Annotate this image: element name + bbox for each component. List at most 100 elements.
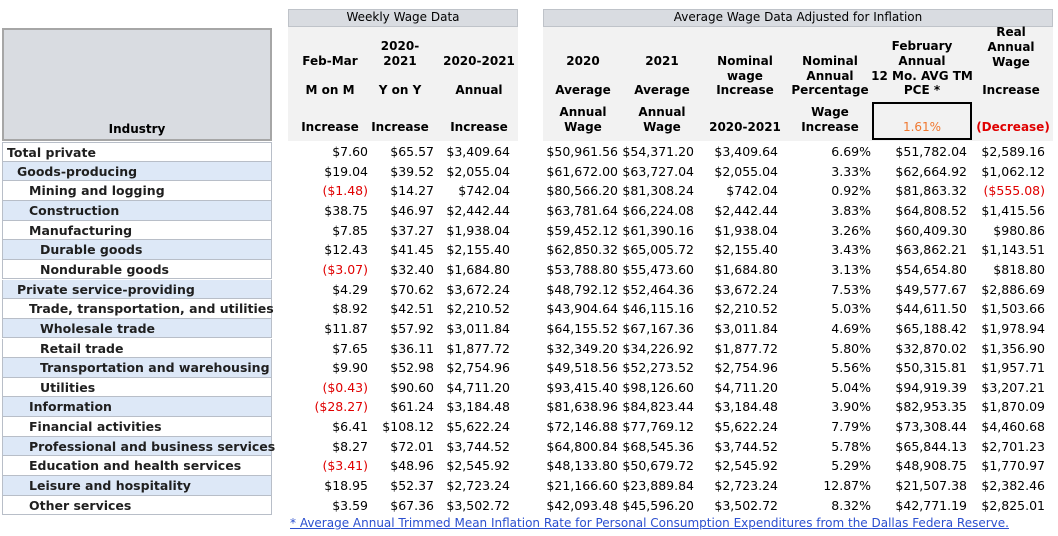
col-header-c3-line: Increase <box>450 120 508 134</box>
cell-c2: $70.62 <box>390 281 434 297</box>
decrease-label: (Decrease) <box>976 120 1050 134</box>
cell-c3: $2,210.52 <box>446 301 510 317</box>
cell-c2: $36.11 <box>390 340 434 356</box>
cell-c1: $6.41 <box>332 419 368 435</box>
cell-c4: $93,415.40 <box>546 379 618 395</box>
col-header-c8-line: PCE * <box>903 83 941 97</box>
cell-c5: $67,167.36 <box>622 320 694 336</box>
cell-c6: $2,155.40 <box>714 242 778 258</box>
cell-c9: $1,978.94 <box>981 320 1045 336</box>
cell-c7: 8.32% <box>831 497 871 513</box>
cell-c3: $1,684.80 <box>446 261 510 277</box>
col-header-c7-line: Annual <box>806 69 854 83</box>
cell-c4: $48,792.12 <box>546 281 618 297</box>
cell-c1: $7.60 <box>332 144 368 159</box>
cell-c6: $3,502.72 <box>714 497 778 513</box>
col-header-c8-line: February <box>891 39 953 53</box>
table-row: Retail trade $7.65 $36.11 $1,877.72 $32,349.… <box>0 338 1058 359</box>
col-header-c6-line: wage <box>727 69 763 83</box>
col-header-c1-line: M on M <box>305 83 355 97</box>
cell-c1: $8.92 <box>332 301 368 317</box>
cell-c8: $51,782.04 <box>895 144 967 159</box>
cell-c2: $67.36 <box>390 497 434 513</box>
cell-c5: $66,224.08 <box>622 202 694 218</box>
col-header-c5-line: 2021 <box>645 54 679 68</box>
industry-label: Private service-providing <box>2 279 272 300</box>
cell-c6: $1,938.04 <box>714 222 778 238</box>
cell-c1: $7.85 <box>332 222 368 238</box>
col-header-c8-line: 12 Mo. AVG TM <box>871 69 973 83</box>
cell-c9: $1,957.71 <box>981 360 1045 376</box>
pce-rate-box <box>872 102 972 140</box>
cell-c9: $1,143.51 <box>981 242 1045 258</box>
cell-c9: $2,382.46 <box>981 478 1045 494</box>
cell-c3: $3,502.72 <box>446 497 510 513</box>
cell-c2: $72.01 <box>390 438 434 454</box>
cell-c8: $65,844.13 <box>895 438 967 454</box>
cell-c7: 5.29% <box>831 458 871 474</box>
cell-c7: 0.92% <box>831 183 871 199</box>
cell-c8: $42,771.19 <box>895 497 967 513</box>
cell-c7: 3.26% <box>831 222 871 238</box>
cell-c3: $3,672.24 <box>446 281 510 297</box>
col-header-c2-line: Increase <box>371 120 429 134</box>
cell-c6: $2,055.04 <box>714 163 778 179</box>
cell-c7: 5.04% <box>831 379 871 395</box>
table-row: Mining and logging ($1.48) $14.27 $742.04 $8… <box>0 181 1058 201</box>
cell-c3: $4,711.20 <box>446 379 510 395</box>
industry-label: Transportation and warehousing <box>2 358 272 378</box>
cell-c3: $742.04 <box>458 183 510 199</box>
industry-label: Durable goods <box>2 240 272 260</box>
cell-c5: $81,308.24 <box>622 183 694 199</box>
table-row: Manufacturing $7.85 $37.27 $1,938.04 $59,452… <box>0 220 1058 241</box>
cell-c2: $32.40 <box>390 261 434 277</box>
industry-label: Leisure and hospitality <box>2 476 272 496</box>
col-header-c1-line: Increase <box>301 120 359 134</box>
table-row: Private service-providing $4.29 $70.62 $3,6… <box>0 279 1058 300</box>
cell-c9: $2,589.16 <box>981 144 1045 159</box>
cell-c7: 5.78% <box>831 438 871 454</box>
cell-c4: $49,518.56 <box>546 360 618 376</box>
col-header-c1-line: Feb-Mar <box>302 54 358 68</box>
cell-c2: $108.12 <box>382 419 434 435</box>
table-row: Trade, transportation, and utilities $8.9… <box>0 299 1058 319</box>
table-row: Wholesale trade $11.87 $57.92 $3,011.84 $64,… <box>0 318 1058 339</box>
cell-c2: $37.27 <box>390 222 434 238</box>
col-header-c9-line: Annual <box>987 40 1035 54</box>
cell-c6: $2,545.92 <box>714 458 778 474</box>
cell-c1: $8.27 <box>332 438 368 454</box>
footnote-link[interactable]: * Average Annual Trimmed Mean Inflation … <box>290 516 1009 530</box>
cell-c5: $61,390.16 <box>622 222 694 238</box>
weekly-wage-header: Weekly Wage Data <box>288 9 518 27</box>
cell-c4: $53,788.80 <box>546 261 618 277</box>
cell-c3: $2,545.92 <box>446 458 510 474</box>
cell-c2: $39.52 <box>390 163 434 179</box>
cell-c8: $64,808.52 <box>895 202 967 218</box>
cell-c3: $2,055.04 <box>446 163 510 179</box>
cell-c8: $50,315.81 <box>895 360 967 376</box>
cell-c5: $50,679.72 <box>622 458 694 474</box>
cell-c2: $41.45 <box>390 242 434 258</box>
cell-c8: $63,862.21 <box>895 242 967 258</box>
cell-c9: $2,701.23 <box>981 438 1045 454</box>
cell-c8: $94,919.39 <box>895 379 967 395</box>
cell-c9: $2,825.01 <box>981 497 1045 513</box>
adjusted-wage-header: Average Wage Data Adjusted for Inflation <box>543 9 1053 27</box>
cell-c9: $4,460.68 <box>981 419 1045 435</box>
cell-c3: $3,744.52 <box>446 438 510 454</box>
cell-c9: $1,870.09 <box>981 399 1045 415</box>
cell-c9: $1,415.56 <box>981 202 1045 218</box>
cell-c7: 3.43% <box>831 242 871 258</box>
cell-c8: $73,308.44 <box>895 419 967 435</box>
industry-label: Utilities <box>2 377 272 398</box>
col-header-c7-line: Nominal <box>802 54 858 68</box>
industry-label: Other services <box>2 495 272 516</box>
cell-c9: $1,356.90 <box>981 340 1045 356</box>
col-header-c5-line: Average <box>634 83 690 97</box>
cell-c6: $3,744.52 <box>714 438 778 454</box>
table-row: Education and health services ($3.41) $48.… <box>0 456 1058 476</box>
industry-label: Construction <box>2 200 272 221</box>
cell-c8: $65,188.42 <box>895 320 967 336</box>
adjusted-columns-header <box>543 27 1053 141</box>
industry-label: Wholesale trade <box>2 318 272 339</box>
